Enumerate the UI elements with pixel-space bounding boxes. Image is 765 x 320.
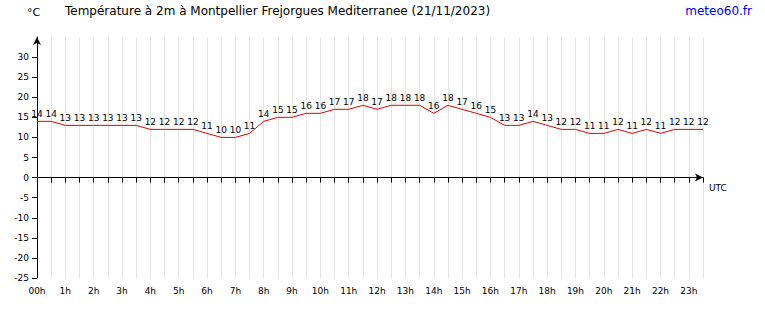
svg-text:17: 17	[329, 97, 340, 107]
svg-text:7h: 7h	[230, 286, 241, 296]
svg-text:11: 11	[201, 121, 212, 131]
svg-text:11: 11	[598, 121, 609, 131]
svg-text:10: 10	[215, 125, 227, 135]
svg-text:18h: 18h	[539, 286, 556, 296]
svg-text:25: 25	[18, 72, 29, 82]
svg-text:9h: 9h	[286, 286, 297, 296]
svg-text:11: 11	[626, 121, 637, 131]
svg-text:16: 16	[471, 101, 483, 111]
svg-text:12: 12	[683, 117, 694, 127]
svg-text:12: 12	[556, 117, 567, 127]
svg-text:UTC: UTC	[709, 183, 727, 193]
svg-text:16: 16	[315, 101, 327, 111]
svg-text:Température à 2m à Montpellier: Température à 2m à Montpellier Frejorgue…	[64, 4, 490, 18]
svg-text:12: 12	[669, 117, 680, 127]
svg-text:22h: 22h	[652, 286, 669, 296]
svg-text:18: 18	[442, 93, 454, 103]
svg-text:18: 18	[400, 93, 412, 103]
svg-text:11h: 11h	[340, 286, 357, 296]
svg-text:14: 14	[31, 109, 43, 119]
svg-text:13: 13	[541, 113, 552, 123]
svg-text:13h: 13h	[397, 286, 414, 296]
svg-text:11: 11	[584, 121, 595, 131]
svg-text:15h: 15h	[454, 286, 471, 296]
svg-text:12: 12	[145, 117, 156, 127]
svg-text:-5: -5	[20, 193, 29, 203]
svg-text:11: 11	[655, 121, 666, 131]
svg-text:16: 16	[301, 101, 313, 111]
svg-text:8h: 8h	[258, 286, 269, 296]
svg-text:20: 20	[18, 92, 30, 102]
svg-text:17: 17	[343, 97, 354, 107]
svg-text:°C: °C	[27, 6, 41, 19]
svg-text:15: 15	[18, 112, 29, 122]
svg-text:10: 10	[230, 125, 242, 135]
svg-text:-10: -10	[14, 213, 29, 223]
svg-text:13: 13	[88, 113, 99, 123]
svg-text:17h: 17h	[510, 286, 527, 296]
svg-text:14: 14	[45, 109, 57, 119]
svg-text:14h: 14h	[425, 286, 442, 296]
svg-text:16h: 16h	[482, 286, 499, 296]
svg-text:13: 13	[513, 113, 524, 123]
svg-text:21h: 21h	[624, 286, 641, 296]
svg-text:17: 17	[456, 97, 467, 107]
svg-text:30: 30	[18, 52, 30, 62]
svg-text:12h: 12h	[369, 286, 386, 296]
svg-text:12: 12	[187, 117, 198, 127]
svg-text:0: 0	[23, 173, 29, 183]
svg-text:00h: 00h	[28, 286, 45, 296]
svg-text:18: 18	[357, 93, 369, 103]
svg-text:15: 15	[272, 105, 283, 115]
svg-text:10h: 10h	[312, 286, 329, 296]
svg-text:13: 13	[74, 113, 85, 123]
svg-text:17: 17	[371, 97, 382, 107]
svg-text:15: 15	[286, 105, 297, 115]
svg-text:4h: 4h	[145, 286, 156, 296]
svg-text:2h: 2h	[88, 286, 99, 296]
svg-text:1h: 1h	[60, 286, 71, 296]
svg-text:meteo60.fr: meteo60.fr	[685, 4, 752, 18]
svg-text:5h: 5h	[173, 286, 184, 296]
svg-text:-20: -20	[14, 253, 29, 263]
svg-text:15: 15	[485, 105, 496, 115]
svg-text:23h: 23h	[680, 286, 697, 296]
svg-text:-15: -15	[14, 233, 29, 243]
svg-text:3h: 3h	[116, 286, 127, 296]
svg-text:18: 18	[386, 93, 398, 103]
svg-text:13: 13	[116, 113, 127, 123]
svg-text:13: 13	[499, 113, 510, 123]
svg-text:19h: 19h	[567, 286, 584, 296]
svg-text:12: 12	[570, 117, 581, 127]
svg-text:13: 13	[102, 113, 113, 123]
svg-text:20h: 20h	[595, 286, 612, 296]
svg-text:6h: 6h	[201, 286, 212, 296]
svg-text:12: 12	[641, 117, 652, 127]
svg-text:18: 18	[414, 93, 426, 103]
svg-text:10: 10	[18, 132, 30, 142]
svg-text:16: 16	[428, 101, 440, 111]
svg-text:12: 12	[697, 117, 708, 127]
svg-text:12: 12	[612, 117, 623, 127]
svg-text:14: 14	[258, 109, 270, 119]
svg-text:12: 12	[173, 117, 184, 127]
svg-text:-25: -25	[14, 273, 29, 283]
svg-text:13: 13	[130, 113, 141, 123]
svg-text:13: 13	[60, 113, 71, 123]
svg-text:5: 5	[23, 153, 29, 163]
svg-text:12: 12	[159, 117, 170, 127]
svg-text:14: 14	[527, 109, 539, 119]
svg-text:11: 11	[244, 121, 255, 131]
